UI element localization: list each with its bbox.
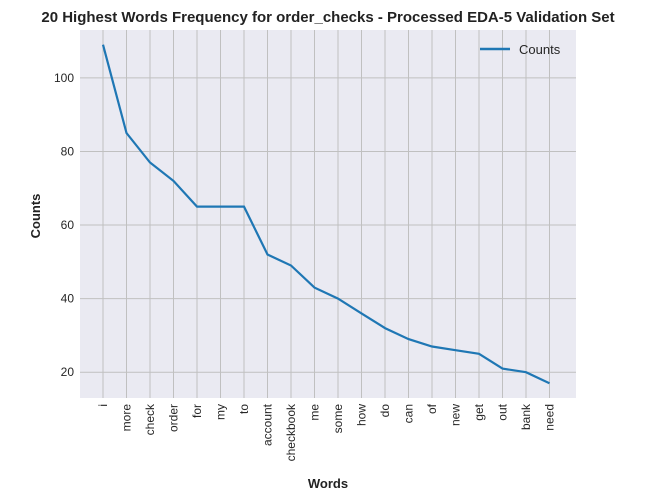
series-line-counts <box>101 44 550 385</box>
x-tick-label: how <box>355 404 369 426</box>
x-tick-label: bank <box>519 403 533 430</box>
x-tick-label: do <box>378 404 392 418</box>
x-tick-label: new <box>449 404 463 426</box>
y-tick-label: 60 <box>61 218 75 232</box>
x-tick-label: out <box>496 403 510 420</box>
y-axis-ticks: 20 40 60 80 100 <box>54 71 74 379</box>
x-tick-label: some <box>331 404 345 434</box>
chart-title: 20 Highest Words Frequency for order_che… <box>41 9 614 26</box>
x-tick-label: checkbook <box>284 403 298 461</box>
x-tick-label: to <box>237 404 251 414</box>
x-tick-label: need <box>543 404 557 431</box>
x-tick-label: me <box>308 404 322 421</box>
y-axis-label: Counts <box>28 194 43 239</box>
x-tick-label: for <box>190 404 204 418</box>
grid-lines <box>80 30 576 398</box>
x-tick-label: more <box>120 404 134 432</box>
y-tick-label: 100 <box>54 71 74 85</box>
legend: Counts <box>480 42 561 57</box>
x-tick-label: my <box>214 404 228 420</box>
x-tick-label: check <box>143 403 157 435</box>
x-tick-label: account <box>261 403 275 446</box>
legend-label: Counts <box>519 42 561 57</box>
plot-area <box>80 30 576 398</box>
x-axis-ticks: i more check order for my to account checkbook me… <box>96 403 557 461</box>
x-tick-label: can <box>402 404 416 423</box>
y-tick-label: 20 <box>61 365 75 379</box>
y-tick-label: 80 <box>61 144 75 158</box>
x-tick-label: of <box>425 403 439 414</box>
x-tick-label: order <box>167 404 181 432</box>
y-tick-label: 40 <box>61 292 75 306</box>
x-axis-label: Words <box>308 476 348 491</box>
x-tick-label: get <box>472 403 486 420</box>
x-tick-label: i <box>96 404 110 407</box>
